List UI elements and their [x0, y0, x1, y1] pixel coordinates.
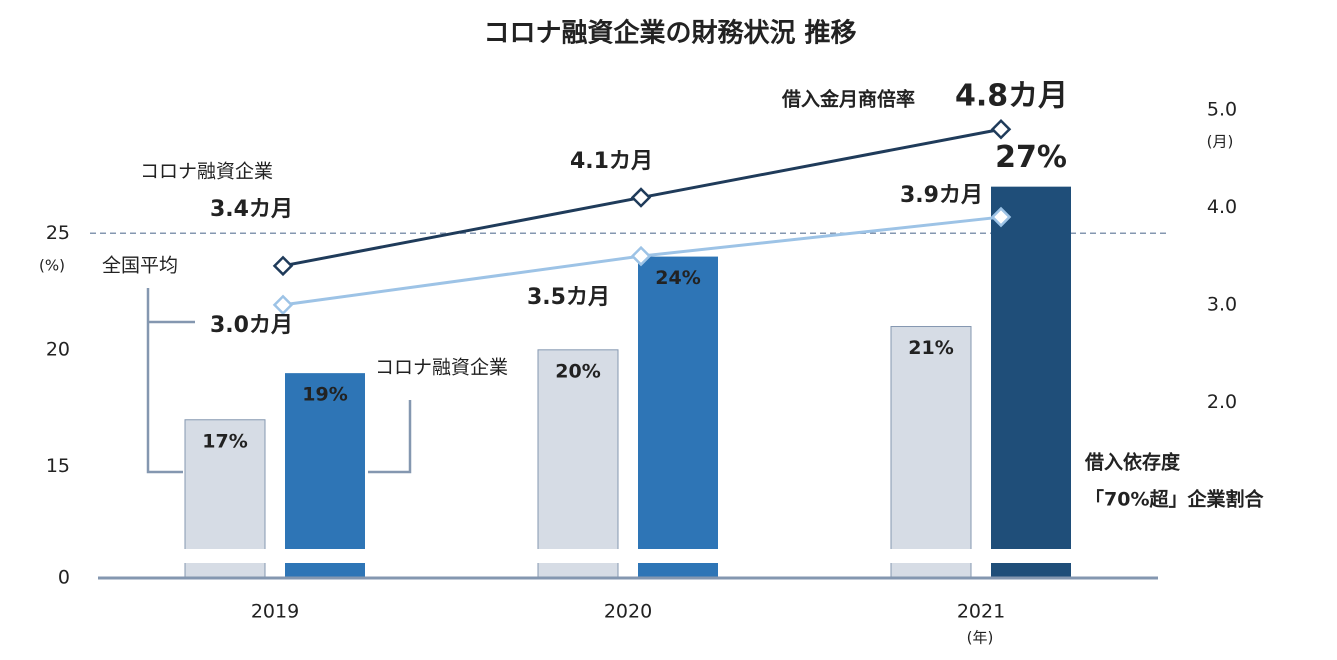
x-tick-label: 2019 [251, 601, 299, 623]
data-label: 3.0カ月 [210, 313, 293, 338]
data-label: 4.8カ月 [955, 79, 1068, 114]
y2-tick-label: 3.0 [1207, 293, 1237, 315]
y2-axis-label: (月) [1207, 133, 1234, 151]
data-label: 24% [655, 267, 700, 289]
marker [272, 294, 294, 316]
bar [285, 373, 365, 578]
bracket [146, 288, 183, 474]
data-label: 20% [555, 360, 600, 382]
y-axis-label: (%) [39, 257, 65, 275]
y-tick-label: 25 [46, 222, 70, 244]
marker [630, 245, 652, 267]
bracket [368, 400, 412, 474]
axis-break [283, 549, 367, 563]
data-label: 21% [908, 337, 953, 359]
data-label: 3.9カ月 [900, 183, 983, 208]
annotation: 借入依存度 [1084, 451, 1181, 474]
marker [630, 187, 652, 208]
axis-break [536, 549, 620, 563]
bar [537, 349, 619, 579]
annotation: 「70%超」企業割合 [1085, 488, 1264, 511]
axis-break [183, 549, 267, 563]
x-tick-label: 2020 [604, 601, 652, 623]
x-tick-label: 2021 [957, 601, 1005, 623]
legend-label: コロナ融資企業 [375, 357, 508, 379]
bar [991, 186, 1071, 579]
axis-break [989, 549, 1073, 563]
y2-tick-label: 5.0 [1207, 98, 1237, 120]
y2-tick-label: 2.0 [1207, 391, 1237, 413]
x-axis-label: (年) [967, 629, 994, 647]
marker [272, 255, 294, 277]
chart-title: コロナ融資企業の財務状況 推移 [483, 18, 856, 49]
bar [890, 326, 972, 579]
marker [990, 119, 1012, 140]
bar [638, 256, 718, 578]
y-tick-label: 20 [46, 338, 70, 360]
legend-label: 全国平均 [102, 255, 178, 277]
data-label: 3.5カ月 [527, 285, 610, 310]
y-tick-label: 15 [46, 455, 70, 477]
data-label: 4.1カ月 [570, 149, 653, 174]
data-label: 27% [995, 140, 1067, 175]
y2-tick-label: 4.0 [1207, 196, 1237, 218]
axis-break [889, 549, 973, 563]
axis-break [636, 549, 720, 563]
data-label: 17% [202, 430, 247, 452]
data-label: 3.4カ月 [210, 197, 293, 222]
marker [990, 206, 1012, 228]
legend-label: コロナ融資企業 [140, 161, 273, 183]
data-label: 19% [302, 384, 347, 406]
annotation: 借入金月商倍率 [781, 88, 915, 111]
y-tick-label: 0 [58, 567, 70, 589]
